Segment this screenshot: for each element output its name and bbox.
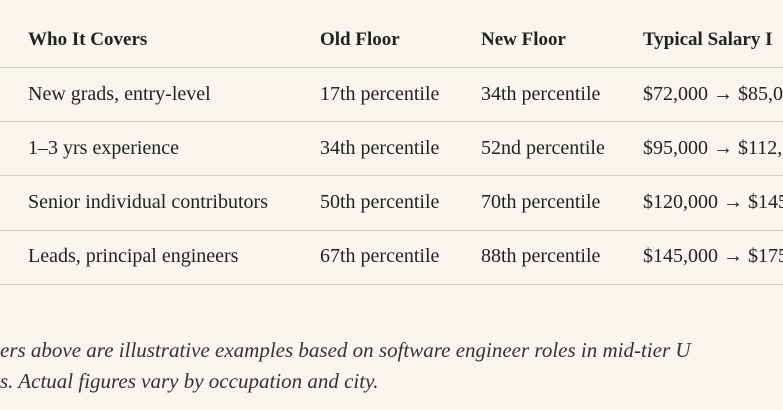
footnote-line: s. Actual figures vary by occupation and… <box>0 369 379 393</box>
table-cell: New grads, entry-level <box>28 83 211 105</box>
table-cell: 70th percentile <box>481 191 601 213</box>
row-divider <box>0 121 783 122</box>
table-cell: 34th percentile <box>320 137 440 159</box>
column-header: Who It Covers <box>28 29 148 50</box>
table-cell: 67th percentile <box>320 245 440 267</box>
row-divider <box>0 67 783 68</box>
table-cell: 17th percentile <box>320 83 440 105</box>
table-cell: 88th percentile <box>481 245 601 267</box>
table-cell: 50th percentile <box>320 191 440 213</box>
table-cell: $72,000 → $85,0 <box>643 83 783 105</box>
table-cell: 52nd percentile <box>481 137 605 159</box>
footnote-line: ers above are illustrative examples base… <box>0 338 691 362</box>
column-header: Old Floor <box>320 29 400 50</box>
row-divider <box>0 283 783 285</box>
table-cell: Senior individual contributors <box>28 191 268 213</box>
table-cell: Leads, principal engineers <box>28 245 239 267</box>
table-cell: 34th percentile <box>481 83 601 105</box>
column-header: Typical Salary I <box>643 29 773 50</box>
row-divider <box>0 175 783 177</box>
table-cell: $120,000 → $145 <box>643 191 783 213</box>
row-divider <box>0 229 783 231</box>
table-cell: 1–3 yrs experience <box>28 137 180 159</box>
table-cell: $145,000 → $175 <box>643 245 783 267</box>
column-header: New Floor <box>481 29 566 50</box>
table-cell: $95,000 → $112,0 <box>643 137 783 159</box>
